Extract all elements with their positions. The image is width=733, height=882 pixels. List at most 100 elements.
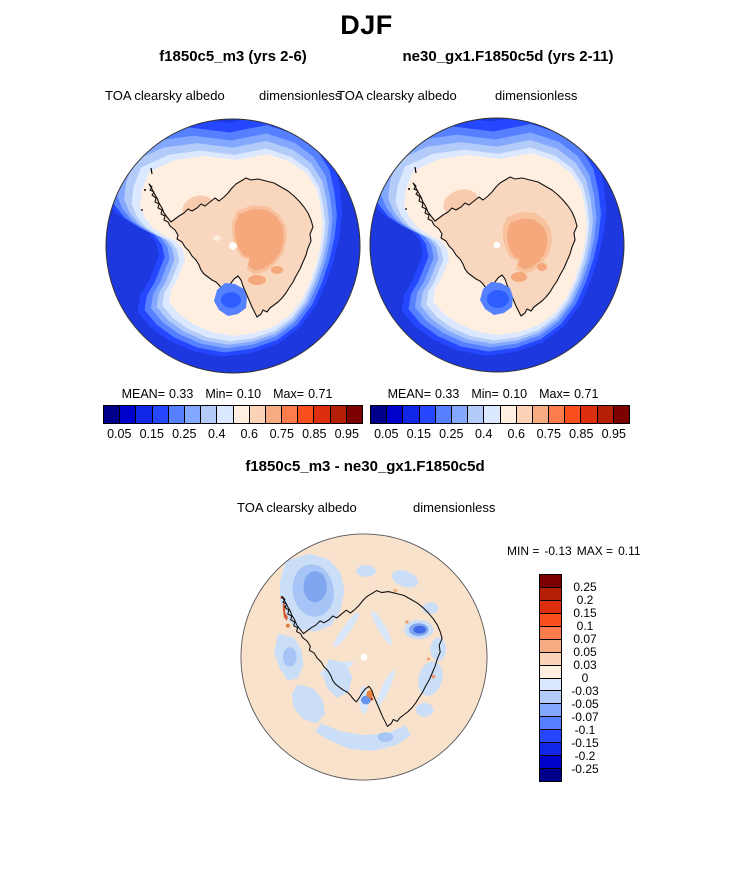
min-label: Min= — [205, 387, 233, 401]
colorbar-cell — [540, 769, 561, 781]
colorbar-diff-labels: 0.25 0.2 0.15 0.1 0.07 0.05 0.03 0 -0.03 -0.05 -0.… — [564, 574, 606, 782]
max-value: 0.71 — [308, 387, 333, 401]
colorbar-tick-label: 0.4 — [208, 427, 226, 441]
colorbar-cell — [451, 406, 469, 423]
colorbar-tick-label: 0.95 — [334, 427, 359, 441]
colorbar-tick-label: 0.05 — [374, 427, 399, 441]
colorbar-cell — [565, 406, 582, 423]
colorbar-cell — [403, 406, 420, 423]
colorbar-tick-label: -0.25 — [571, 762, 599, 776]
colorbar-tick-label: 0.07 — [573, 632, 597, 646]
mean-value: 0.33 — [435, 387, 460, 401]
antarctica-map-diff — [240, 533, 488, 781]
colorbar-tick-label: 0.6 — [240, 427, 258, 441]
colorbar-cell — [184, 406, 202, 423]
colorbar-cell — [217, 406, 234, 423]
colorbar-cell — [540, 691, 561, 705]
min-label: MIN = — [507, 544, 540, 558]
min-value: 0.10 — [236, 387, 262, 401]
colorbar-right — [370, 405, 630, 424]
colorbar-cell — [540, 717, 561, 731]
colorbar-tick-label: 0.85 — [569, 427, 594, 441]
colorbar-cell — [613, 406, 629, 423]
colorbar-cell — [201, 406, 218, 423]
colorbar-cell — [298, 406, 315, 423]
colorbar-cell — [136, 406, 153, 423]
max-label: MAX = — [576, 544, 614, 558]
colorbar-right-ticks: 0.05 0.15 0.25 0.4 0.6 0.75 0.85 0.95 — [370, 427, 630, 441]
antarctica-map-left — [105, 118, 361, 374]
colorbar-cell — [540, 704, 561, 718]
mean-label: MEAN= — [387, 387, 431, 401]
colorbar-cell — [387, 406, 404, 423]
mean-value: 0.33 — [169, 387, 194, 401]
colorbar-tick-label: 0.75 — [536, 427, 561, 441]
colorbar-cell — [168, 406, 185, 423]
colorbar-cell — [419, 406, 436, 423]
subtitle-diff-panel: f1850c5_m3 - ne30_gx1.F1850c5d — [245, 458, 485, 475]
max-value: 0.11 — [618, 544, 641, 558]
colorbar-tick-label: -0.03 — [571, 684, 599, 698]
colorbar-cell — [346, 406, 362, 423]
colorbar-tick-label: -0.15 — [571, 736, 599, 750]
colorbar-cell — [540, 587, 561, 601]
field-label-left: TOA clearsky albedo — [105, 88, 225, 103]
units-label-diff: dimensionless — [413, 500, 496, 515]
colorbar-cell — [540, 575, 561, 588]
max-label: Max= — [539, 387, 571, 401]
colorbar-cell — [549, 406, 566, 423]
colorbar-tick-label: 0.25 — [573, 580, 597, 594]
colorbar-cell — [152, 406, 169, 423]
max-label: Max= — [273, 387, 305, 401]
units-label-right: dimensionless — [495, 88, 578, 103]
colorbar-cell — [597, 406, 614, 423]
colorbar-cell — [104, 406, 121, 423]
stats-right: MEAN= 0.33 Min= 0.10 Max= 0.71 — [349, 387, 649, 401]
colorbar-left — [103, 405, 363, 424]
colorbar-tick-label: 0.25 — [439, 427, 464, 441]
colorbar-tick-label: 0 — [581, 671, 589, 685]
colorbar-cell — [516, 406, 533, 423]
colorbar-tick-label: 0.15 — [406, 427, 431, 441]
colorbar-tick-label: 0.1 — [576, 619, 594, 633]
colorbar-tick-label: 0.75 — [269, 427, 294, 441]
colorbar-cell — [500, 406, 517, 423]
colorbar-cell — [435, 406, 452, 423]
subtitle-left-panel: f1850c5_m3 (yrs 2-6) — [159, 48, 307, 65]
colorbar-tick-label: -0.07 — [571, 710, 599, 724]
mean-label: MEAN= — [121, 387, 165, 401]
min-value: 0.10 — [502, 387, 528, 401]
colorbar-cell — [540, 743, 561, 757]
page-title: DJF — [340, 10, 393, 40]
units-label-left: dimensionless — [259, 88, 342, 103]
colorbar-cell — [282, 406, 299, 423]
colorbar-cell — [540, 678, 561, 692]
colorbar-tick-label: 0.4 — [475, 427, 493, 441]
colorbar-tick-label: 0.15 — [573, 606, 597, 620]
colorbar-tick-label: -0.2 — [574, 749, 596, 763]
colorbar-tick-label: 0.05 — [107, 427, 132, 441]
colorbar-cell — [484, 406, 501, 423]
colorbar-tick-label: 0.6 — [507, 427, 525, 441]
colorbar-cell — [314, 406, 331, 423]
colorbar-diff — [539, 574, 562, 782]
colorbar-tick-label: -0.05 — [571, 697, 599, 711]
colorbar-tick-label: 0.03 — [573, 658, 597, 672]
colorbar-tick-label: -0.1 — [574, 723, 596, 737]
colorbar-cell — [532, 406, 550, 423]
colorbar-cell — [249, 406, 266, 423]
colorbar-cell — [540, 756, 561, 770]
colorbar-cell — [540, 730, 561, 744]
antarctica-map-right — [369, 117, 625, 373]
colorbar-cell — [120, 406, 137, 423]
stats-diff: MIN = -0.13 MAX = 0.11 — [507, 544, 646, 558]
colorbar-cell — [540, 652, 561, 666]
colorbar-cell — [330, 406, 347, 423]
colorbar-tick-label: 0.25 — [172, 427, 197, 441]
colorbar-cell — [468, 406, 485, 423]
colorbar-cell — [265, 406, 283, 423]
colorbar-cell — [540, 613, 561, 627]
min-value: -0.13 — [544, 544, 572, 558]
colorbar-cell — [581, 406, 598, 423]
